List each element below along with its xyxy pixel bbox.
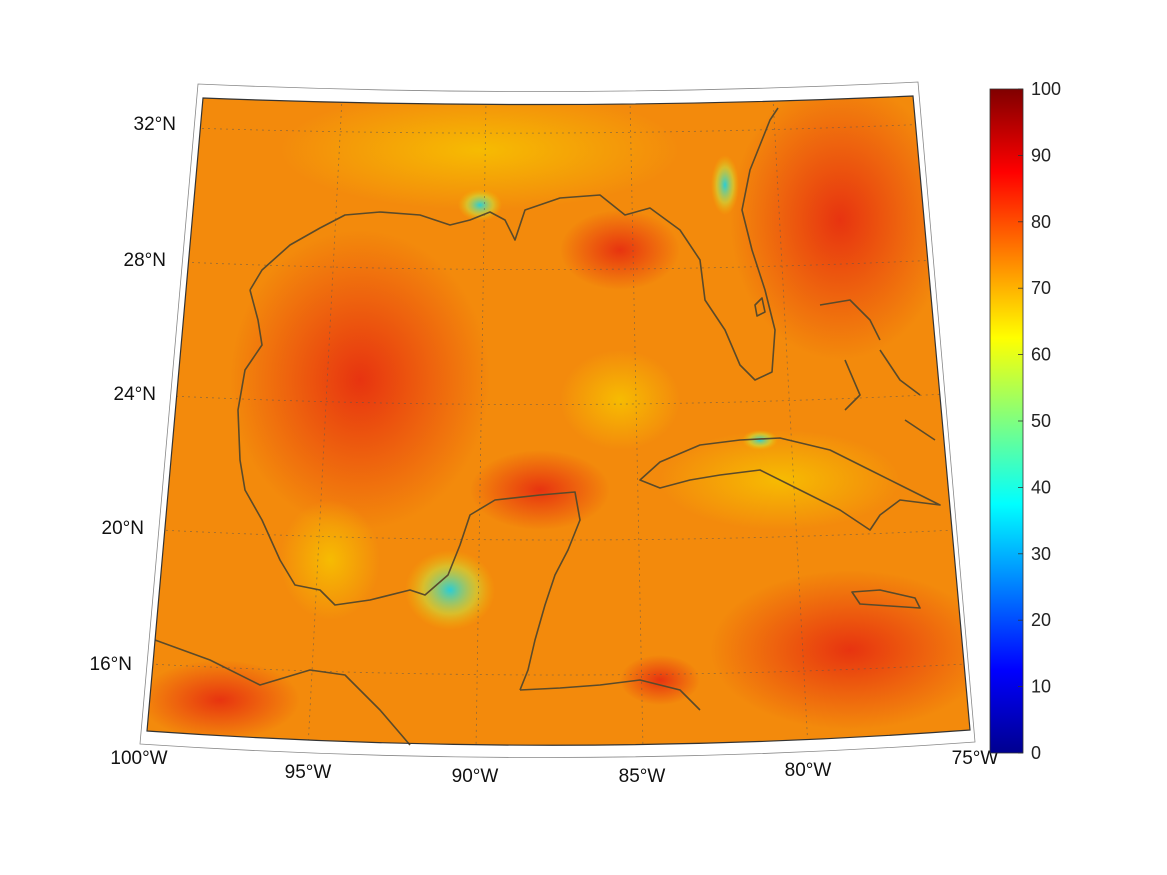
lon-label-85w: 85°W — [619, 766, 666, 787]
lon-label-75w: 75°W — [952, 748, 999, 769]
bahamas — [819, 299, 936, 441]
map-outer-frame — [139, 81, 976, 758]
cuba — [639, 437, 941, 531]
map-frame — [146, 95, 971, 746]
colorbar-gradient — [989, 88, 1024, 754]
colorbar-tick-label: 60 — [1031, 345, 1051, 365]
longitude-labels: 100°W 95°W 90°W 85°W 80°W 75°W — [110, 748, 998, 787]
map-field — [147, 96, 970, 746]
lat-label-32n: 32°N — [134, 114, 176, 135]
lat-label-16n: 16°N — [90, 654, 132, 675]
lat-label-20n: 20°N — [102, 518, 144, 539]
colorbar-tick-label: 40 — [1031, 477, 1051, 497]
gulf-coast — [249, 107, 779, 381]
colorbar-tick-label: 80 — [1031, 212, 1051, 232]
lon-label-95w: 95°W — [285, 762, 332, 783]
jamaica — [851, 589, 921, 609]
lon-label-100w: 100°W — [110, 748, 167, 769]
colorbar-tick-label: 90 — [1031, 145, 1051, 165]
central-america-coast — [519, 679, 701, 711]
colorbar-tick-label: 30 — [1031, 544, 1051, 564]
colorbar-tick-label: 100 — [1031, 79, 1061, 99]
lon-label-90w: 90°W — [452, 766, 499, 787]
lat-label-28n: 28°N — [124, 250, 166, 271]
lon-label-80w: 80°W — [785, 760, 832, 781]
colorbar-tick-label: 0 — [1031, 743, 1041, 763]
colorbar-tick-label: 10 — [1031, 677, 1051, 697]
colorbar-tick-label: 50 — [1031, 411, 1051, 431]
coastlines — [154, 107, 941, 746]
mexico-coast — [237, 289, 581, 691]
latitude-labels: 32°N 28°N 24°N 20°N 16°N — [90, 114, 176, 675]
colorbar-tick-label: 20 — [1031, 610, 1051, 630]
lake-okeechobee — [754, 297, 766, 317]
lat-label-24n: 24°N — [114, 384, 156, 405]
colorbar-tick-label: 70 — [1031, 278, 1051, 298]
pacific-coast — [154, 639, 411, 746]
graticule — [149, 97, 967, 746]
